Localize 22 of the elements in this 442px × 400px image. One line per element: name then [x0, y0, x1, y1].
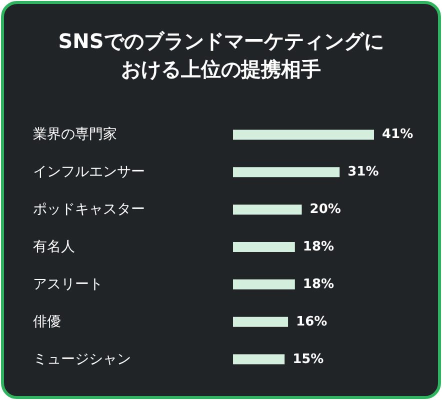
y-tick-label: アスリート — [33, 276, 103, 292]
y-tick-label: 有名人 — [33, 239, 75, 255]
data-label: 41% — [382, 127, 414, 142]
bar — [233, 354, 285, 364]
y-tick-label: 業界の専門家 — [33, 126, 117, 143]
y-tick-label: 俳優 — [33, 314, 61, 330]
chart-title: SNSでのブランドマーケティングにおける上位の提携相手 — [58, 29, 384, 81]
bar — [233, 130, 374, 140]
y-tick-label: インフルエンサー — [33, 164, 145, 180]
bar — [233, 316, 288, 327]
y-tick-label: ポッドキャスター — [33, 202, 145, 218]
data-label: 15% — [292, 352, 324, 367]
data-label: 16% — [296, 314, 328, 330]
data-label: 20% — [310, 202, 341, 218]
data-label: 31% — [348, 164, 379, 180]
bar — [233, 204, 302, 215]
bar — [233, 167, 340, 178]
y-tick-label: ミュージシャン — [33, 351, 131, 368]
data-label: 18% — [302, 240, 334, 254]
data-label: 18% — [302, 276, 334, 292]
bar — [233, 242, 295, 252]
bar — [233, 279, 295, 290]
